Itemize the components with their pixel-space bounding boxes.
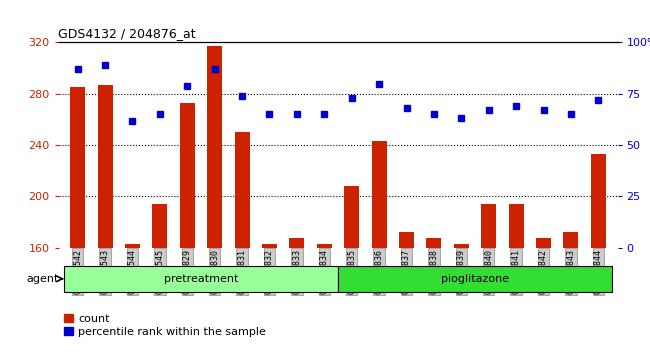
Bar <box>317 244 332 248</box>
Bar <box>536 238 551 248</box>
Bar <box>152 204 168 248</box>
Bar <box>564 232 578 248</box>
Bar <box>207 46 222 248</box>
Bar <box>338 266 612 292</box>
Bar <box>262 244 277 248</box>
Text: agent: agent <box>27 274 59 284</box>
Bar <box>125 244 140 248</box>
Text: GDS4132 / 204876_at: GDS4132 / 204876_at <box>58 27 196 40</box>
Text: pioglitazone: pioglitazone <box>441 274 509 284</box>
Bar <box>508 204 524 248</box>
Bar <box>70 87 85 248</box>
Bar <box>344 186 359 248</box>
Legend: count, percentile rank within the sample: count, percentile rank within the sample <box>64 314 266 337</box>
Bar <box>180 103 195 248</box>
Bar <box>372 141 387 248</box>
Text: pretreatment: pretreatment <box>164 274 238 284</box>
Bar <box>481 204 496 248</box>
Bar <box>399 232 414 248</box>
Bar <box>98 85 112 248</box>
Bar <box>591 154 606 248</box>
Bar <box>64 266 338 292</box>
Bar <box>454 244 469 248</box>
Bar <box>235 132 250 248</box>
Bar <box>289 238 304 248</box>
Bar <box>426 238 441 248</box>
